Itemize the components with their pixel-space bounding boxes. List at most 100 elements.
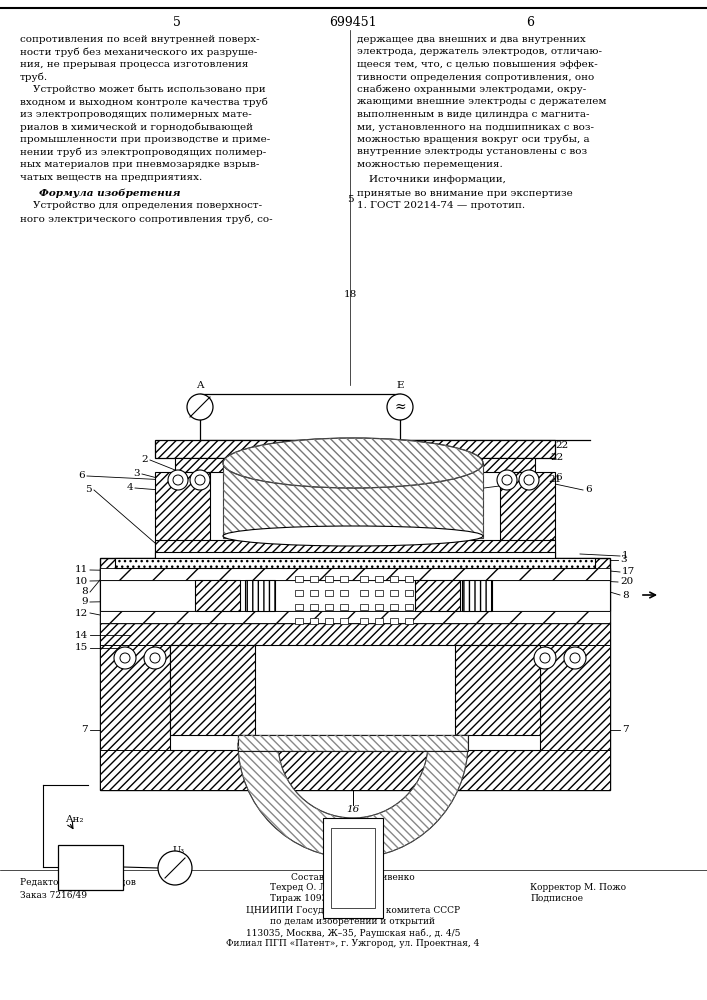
Bar [100, 623, 610, 790]
Bar [295, 604, 303, 610]
Circle shape [120, 653, 130, 663]
Bar [310, 590, 318, 596]
Text: Тираж 1093: Тираж 1093 [270, 894, 327, 903]
Bar [405, 618, 413, 624]
Bar [100, 750, 610, 790]
Text: Составитель М. Кривенко: Составитель М. Кривенко [291, 873, 415, 882]
Bar [310, 576, 318, 582]
Circle shape [144, 647, 166, 669]
Bar [115, 558, 595, 568]
Text: можностью вращения вокруг оси трубы, а: можностью вращения вокруг оси трубы, а [357, 135, 590, 144]
Text: 17: 17 [622, 568, 636, 576]
Bar [500, 472, 555, 562]
Text: Формула изобретения: Формула изобретения [40, 188, 181, 198]
Circle shape [173, 475, 183, 485]
Bar [325, 590, 333, 596]
Bar [375, 576, 383, 582]
Text: ми, установленного на подшипниках с воз-: ми, установленного на подшипниках с воз- [357, 122, 594, 131]
Bar [175, 458, 535, 472]
Text: чатых веществ на предприятиях.: чатых веществ на предприятиях. [20, 172, 202, 182]
Bar [455, 645, 540, 735]
Text: тивности определения сопротивления, оно: тивности определения сопротивления, оно [357, 73, 595, 82]
Text: 8: 8 [81, 587, 88, 596]
Bar [375, 590, 383, 596]
Text: снабжено охранными электродами, окру-: снабжено охранными электродами, окру- [357, 85, 586, 95]
Bar [390, 604, 398, 610]
Text: 6: 6 [526, 15, 534, 28]
Text: 11: 11 [75, 566, 88, 574]
Circle shape [564, 647, 586, 669]
Bar [155, 552, 555, 558]
Text: Устройство для определения поверхност-: Устройство для определения поверхност- [20, 202, 262, 211]
Bar [238, 735, 468, 751]
Circle shape [195, 475, 205, 485]
Text: 699451: 699451 [329, 15, 377, 28]
Bar [375, 618, 383, 624]
Bar [360, 604, 368, 610]
Text: принятые во внимание при экспертизе: принятые во внимание при экспертизе [357, 189, 573, 198]
Text: 8: 8 [622, 590, 629, 599]
Bar [390, 590, 398, 596]
Text: 14: 14 [75, 631, 88, 640]
Text: ЦНИИПИ Государственного комитета СССР: ЦНИИПИ Государственного комитета СССР [246, 906, 460, 915]
Text: нении труб из электропроводящих полимер-: нении труб из электропроводящих полимер- [20, 147, 267, 157]
Text: 5: 5 [346, 195, 354, 204]
Text: входном и выходном контроле качества труб: входном и выходном контроле качества тру… [20, 98, 268, 107]
Text: риалов в химической и горнодобывающей: риалов в химической и горнодобывающей [20, 122, 253, 132]
Circle shape [187, 394, 213, 420]
Ellipse shape [223, 526, 483, 546]
Text: 18: 18 [344, 290, 356, 299]
Bar [405, 576, 413, 582]
Text: 13: 13 [274, 805, 286, 814]
Text: промышленности при производстве и приме-: промышленности при производстве и приме- [20, 135, 270, 144]
Bar [540, 623, 610, 790]
Circle shape [387, 394, 413, 420]
Text: 6: 6 [555, 474, 561, 483]
Text: ≈: ≈ [395, 400, 406, 414]
Circle shape [150, 653, 160, 663]
Text: 18: 18 [423, 805, 437, 814]
Circle shape [534, 647, 556, 669]
Text: Устройство может быть использовано при: Устройство может быть использовано при [20, 85, 266, 95]
Text: труб.: труб. [20, 73, 48, 82]
Text: 19: 19 [83, 862, 97, 872]
Text: Заказ 7216/49: Заказ 7216/49 [20, 890, 87, 899]
Circle shape [158, 851, 192, 885]
Bar [360, 576, 368, 582]
Text: 113035, Москва, Ж–35, Раушская наб., д. 4/5: 113035, Москва, Ж–35, Раушская наб., д. … [246, 928, 460, 938]
Bar [310, 618, 318, 624]
Text: 10: 10 [75, 576, 88, 585]
Bar [100, 558, 610, 580]
Bar [170, 645, 540, 750]
Text: 22: 22 [550, 454, 563, 462]
Circle shape [497, 470, 517, 490]
Bar [155, 472, 210, 562]
Circle shape [524, 475, 534, 485]
Text: жающими внешние электроды с держателем: жающими внешние электроды с держателем [357, 98, 607, 106]
Circle shape [114, 647, 136, 669]
Bar [310, 604, 318, 610]
Text: ния, не прерывая процесса изготовления: ния, не прерывая процесса изготовления [20, 60, 248, 69]
Ellipse shape [223, 438, 483, 488]
Text: 1. ГОСТ 20214-74 — прототип.: 1. ГОСТ 20214-74 — прототип. [357, 202, 525, 211]
Text: 5: 5 [86, 486, 92, 494]
Bar [323, 818, 383, 918]
Text: 5: 5 [548, 538, 554, 548]
Text: Филиал ПГП «Патент», г. Ужгород, ул. Проектная, 4: Филиал ПГП «Патент», г. Ужгород, ул. Про… [226, 939, 479, 948]
Text: 22: 22 [555, 440, 568, 450]
Bar [462, 580, 492, 611]
Text: 15: 15 [75, 644, 88, 652]
Bar [360, 590, 368, 596]
Text: выполненным в виде цилиндра с магнита-: выполненным в виде цилиндра с магнита- [357, 110, 590, 119]
Text: по делам изобретений и открытий: по делам изобретений и открытий [271, 917, 436, 926]
Text: 6: 6 [78, 472, 85, 481]
Text: 12: 12 [75, 608, 88, 617]
Text: 3: 3 [620, 556, 626, 564]
Bar [223, 463, 483, 538]
Bar [295, 618, 303, 624]
Bar [325, 576, 333, 582]
Text: 3: 3 [134, 470, 140, 479]
Circle shape [519, 470, 539, 490]
Bar [100, 623, 610, 645]
Text: A: A [197, 381, 204, 390]
